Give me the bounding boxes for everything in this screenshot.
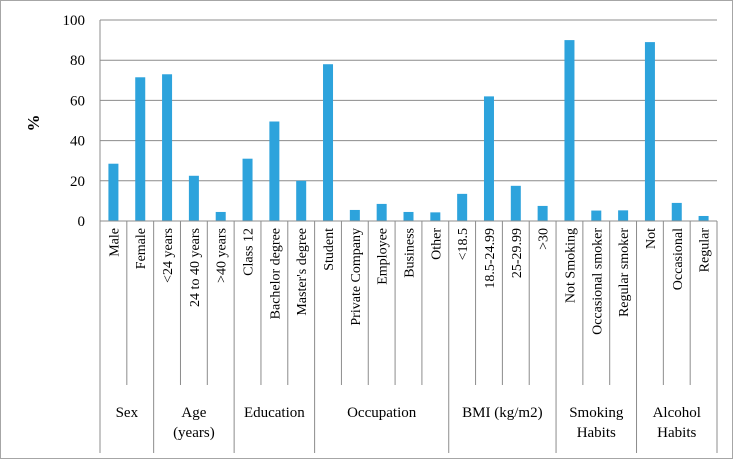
- bar: [376, 203, 387, 221]
- x-category-label: Occasional smoker: [590, 228, 605, 335]
- x-category-label: Not Smoking: [563, 228, 578, 303]
- bar: [188, 175, 199, 221]
- x-category-label: Student: [322, 228, 337, 271]
- x-group-label: Education: [244, 405, 305, 421]
- bar: [671, 202, 682, 221]
- x-group-label: Sex: [116, 405, 139, 421]
- x-category-label: 18.5-24.99: [483, 228, 498, 289]
- bar: [537, 205, 548, 221]
- x-category-label: 24 to 40 years: [188, 228, 203, 307]
- bar: [483, 96, 494, 221]
- x-category-label: 25-29.99: [510, 228, 525, 278]
- bar: [269, 121, 280, 221]
- y-tick-label: 100: [63, 13, 86, 29]
- bar: [215, 211, 226, 221]
- x-category-label: <24 years: [161, 228, 176, 283]
- bar: [510, 185, 521, 221]
- x-group-label: Occupation: [347, 405, 417, 421]
- x-category-label: Master's degree: [295, 228, 310, 316]
- labels: 0 20 40 60 80 100 Male Female <24 years 24 to 40 …: [63, 13, 713, 441]
- x-category-label: Employee: [376, 228, 391, 285]
- y-axis-label: %: [24, 115, 43, 132]
- bar: [403, 211, 414, 221]
- y-tick-label: 0: [78, 214, 86, 230]
- x-group-label: Habits: [577, 425, 616, 441]
- bar: [349, 209, 360, 221]
- bar: [564, 40, 575, 221]
- axes: [99, 20, 718, 453]
- x-category-label: Business: [403, 228, 418, 278]
- x-group-label: (years): [173, 425, 215, 441]
- bar: [135, 77, 146, 221]
- x-category-label: Private Company: [349, 228, 364, 326]
- bar: [698, 215, 709, 221]
- bar: [644, 42, 655, 221]
- bar: [242, 158, 253, 221]
- bar: [108, 163, 119, 221]
- x-category-label: Other: [429, 228, 444, 260]
- bars: [108, 40, 709, 222]
- x-category-label: Regular: [698, 228, 713, 273]
- x-category-label: Bachelor degree: [268, 228, 283, 319]
- bar: [323, 64, 334, 221]
- x-group-label: BMI (kg/m2): [462, 405, 542, 421]
- x-group-label: Age: [181, 405, 206, 421]
- x-group-label: Smoking: [569, 405, 624, 421]
- y-tick-label: 40: [70, 134, 85, 150]
- x-category-label: Not: [644, 228, 659, 249]
- bar: [618, 210, 629, 221]
- bar: [162, 74, 173, 222]
- y-tick-label: 80: [70, 53, 85, 69]
- bar: [296, 180, 307, 221]
- x-category-label: Male: [107, 228, 122, 257]
- gridlines: [100, 19, 717, 182]
- bar: [591, 210, 602, 221]
- bar: [457, 193, 468, 221]
- x-category-label: >30: [537, 228, 552, 250]
- x-group-label: Habits: [657, 425, 696, 441]
- x-category-label: Regular smoker: [617, 228, 632, 317]
- x-category-label: >40 years: [215, 228, 230, 283]
- x-category-label: <18.5: [456, 228, 471, 260]
- x-category-label: Female: [134, 228, 149, 269]
- bar: [430, 212, 441, 221]
- y-tick-label: 20: [70, 174, 85, 190]
- x-category-label: Class 12: [242, 228, 257, 276]
- x-category-label: Occasional: [671, 228, 686, 290]
- y-tick-label: 60: [70, 93, 85, 109]
- x-group-label: Alcohol: [653, 405, 701, 421]
